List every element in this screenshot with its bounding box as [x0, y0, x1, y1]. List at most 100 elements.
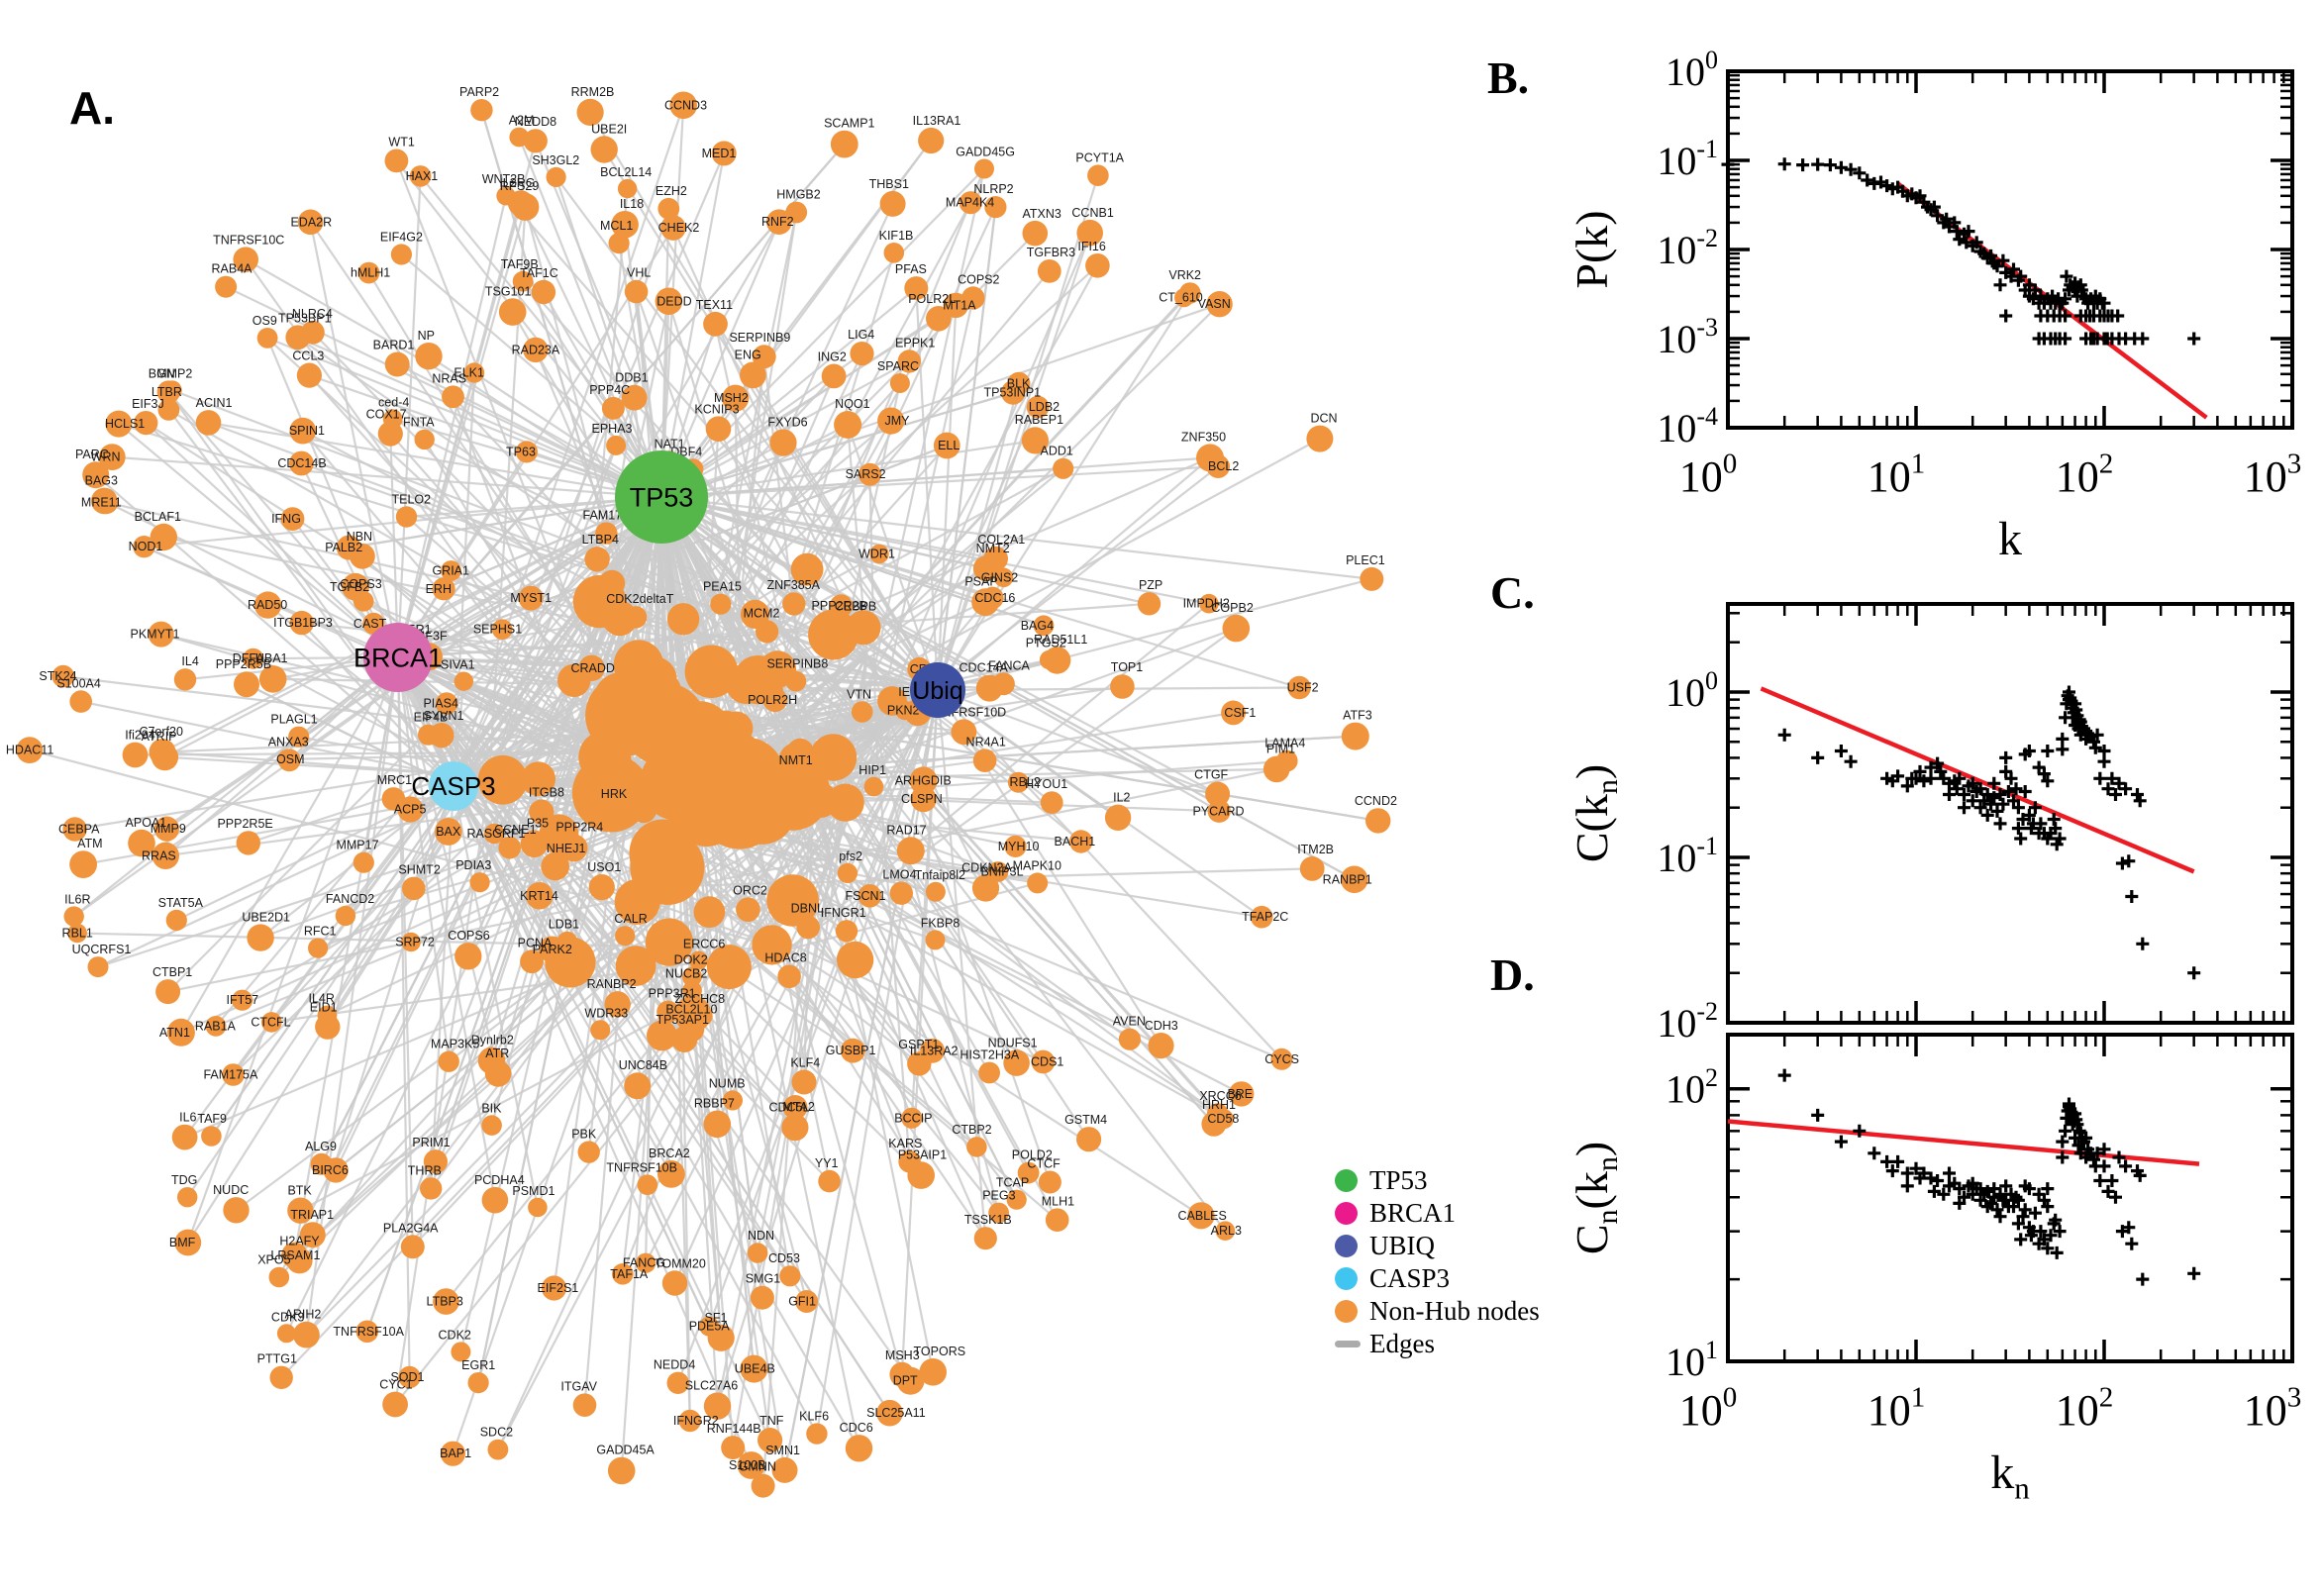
network-node [604, 991, 631, 1018]
network-node-label: IMPDH2 [1183, 597, 1230, 611]
network-node-label: CEBPA [58, 823, 100, 837]
network-node [433, 1288, 459, 1315]
network-node [222, 1063, 245, 1086]
network-node-label: NEDD4 [654, 1358, 695, 1372]
network-node-label: RAD50 [248, 598, 287, 612]
network-node [578, 654, 605, 681]
network-node-label: DFFA [233, 651, 265, 665]
network-node [520, 830, 549, 858]
network-node [1003, 1049, 1030, 1076]
network-node-label: SIVA1 [441, 658, 475, 672]
network-node [722, 1090, 744, 1111]
network-node-label: ORC2 [733, 883, 767, 897]
network-node [973, 1227, 997, 1250]
network-node [400, 1235, 425, 1259]
network-node-label: CDH3 [1145, 1019, 1178, 1033]
network-node-label: CALR [614, 912, 647, 926]
network-node [173, 668, 197, 691]
network-node [918, 127, 945, 154]
network-node [972, 748, 997, 772]
panel-b-plot: 100​10-1​10-2​10-3​10-4​100​101​102​103​… [1566, 46, 2301, 565]
network-node [420, 1177, 443, 1200]
network-node-label: TAF1C [520, 266, 558, 280]
network-node-labels: USF2 ORC2 MCM2 CDC6 COPS6 COPS2 COPS3 BCCIP CCNB… [6, 85, 1397, 1474]
network-node-label: CDK2 [439, 1328, 471, 1342]
network-node [156, 380, 180, 404]
network-node [879, 190, 906, 217]
network-node [69, 690, 92, 713]
network-node-label: NLRC4 [292, 307, 333, 321]
network-node-label: BTK [287, 1184, 312, 1198]
plot-frame [1726, 602, 2294, 1025]
network-node [740, 1354, 768, 1383]
network-node-label: RANBP2 [587, 977, 637, 991]
network-node-label: TGFB2 [330, 580, 369, 594]
network-node [1137, 592, 1162, 616]
network-node-label: UBE2I [591, 122, 627, 136]
network-node [177, 1187, 198, 1208]
network-node [1004, 835, 1027, 858]
network-node [1085, 252, 1110, 278]
log-log-plots: 100​10-1​10-2​10-3​10-4​100​101​102​103​… [1566, 46, 2301, 1505]
network-node-label: BACH1 [1055, 835, 1096, 848]
network-node [463, 362, 485, 383]
network-node-label: CDKN2A [961, 860, 1012, 874]
network-node [152, 842, 179, 869]
network-node-label: EIF3J [132, 397, 164, 411]
network-node [703, 311, 728, 337]
ppi-network-graph: USF2 ORC2 MCM2 CDC6 COPS6 COPS2 COPS3 BCCIP CCNB… [6, 85, 1397, 1498]
network-node [711, 141, 737, 166]
network-node [889, 373, 910, 393]
network-node [818, 1169, 841, 1193]
network-node [498, 298, 527, 326]
network-node-label: DCN [1310, 412, 1337, 426]
network-node [268, 1266, 290, 1288]
network-node-label: SRP72 [395, 936, 435, 949]
network-node [1000, 380, 1026, 405]
hub-node-ubiq: Ubiq [910, 662, 965, 718]
network-node-label: HIST2H3A [960, 1048, 1019, 1062]
network-node-label: C7orf20 [139, 725, 183, 739]
network-node-label: FNTA [403, 416, 435, 430]
network-node [67, 923, 87, 944]
network-node [1306, 425, 1334, 452]
network-node-label: TELO2 [391, 492, 431, 506]
network-node [779, 1265, 801, 1287]
network-node-label: NQO1 [835, 397, 869, 411]
network-node [615, 926, 636, 947]
network-node-label: ING2 [818, 350, 847, 364]
network-node [1215, 1221, 1236, 1241]
network-node [1299, 856, 1325, 881]
network-node-label: CDC14B [277, 456, 326, 470]
network-node-label: PSMD1 [512, 1184, 555, 1198]
network-node-label: ZCCHC8 [674, 992, 725, 1006]
network-node [601, 396, 625, 420]
network-node [758, 1428, 783, 1453]
network-node-label: S100A4 [56, 676, 101, 690]
network-node-label: LIG4 [848, 328, 874, 342]
network-node [281, 1242, 308, 1269]
network-node-label: ACIN1 [196, 396, 233, 410]
scatter-plots-panel: 100​10-1​10-2​10-3​10-4​100​101​102​103​… [1456, 0, 2323, 1596]
network-node-label: PBK [571, 1127, 597, 1141]
network-node [840, 1038, 865, 1063]
network-node-label: BLK [1007, 376, 1031, 390]
network-node [296, 362, 322, 388]
network-node [435, 692, 458, 715]
network-node [769, 429, 797, 456]
network-node-label: USO1 [587, 860, 621, 874]
network-node-label: BAG3 [85, 474, 118, 488]
network-node-label: LRSAM1 [270, 1248, 320, 1262]
network-node [398, 1365, 421, 1389]
network-node-label: CCNE1 [494, 823, 536, 837]
y-tick-label: 100​ [1666, 46, 1718, 94]
network-node-label: OS9 [252, 314, 277, 328]
network-node [756, 620, 779, 644]
network-node-label: ARIH2 [284, 1308, 321, 1322]
network-node-label: CAST [354, 617, 387, 631]
network-node [546, 166, 566, 187]
network-node-label: BARD1 [373, 339, 415, 352]
network-node-label: TP53AP1 [656, 1013, 709, 1027]
network-node [750, 1285, 774, 1310]
network-node-label: LTBP4 [582, 533, 619, 547]
